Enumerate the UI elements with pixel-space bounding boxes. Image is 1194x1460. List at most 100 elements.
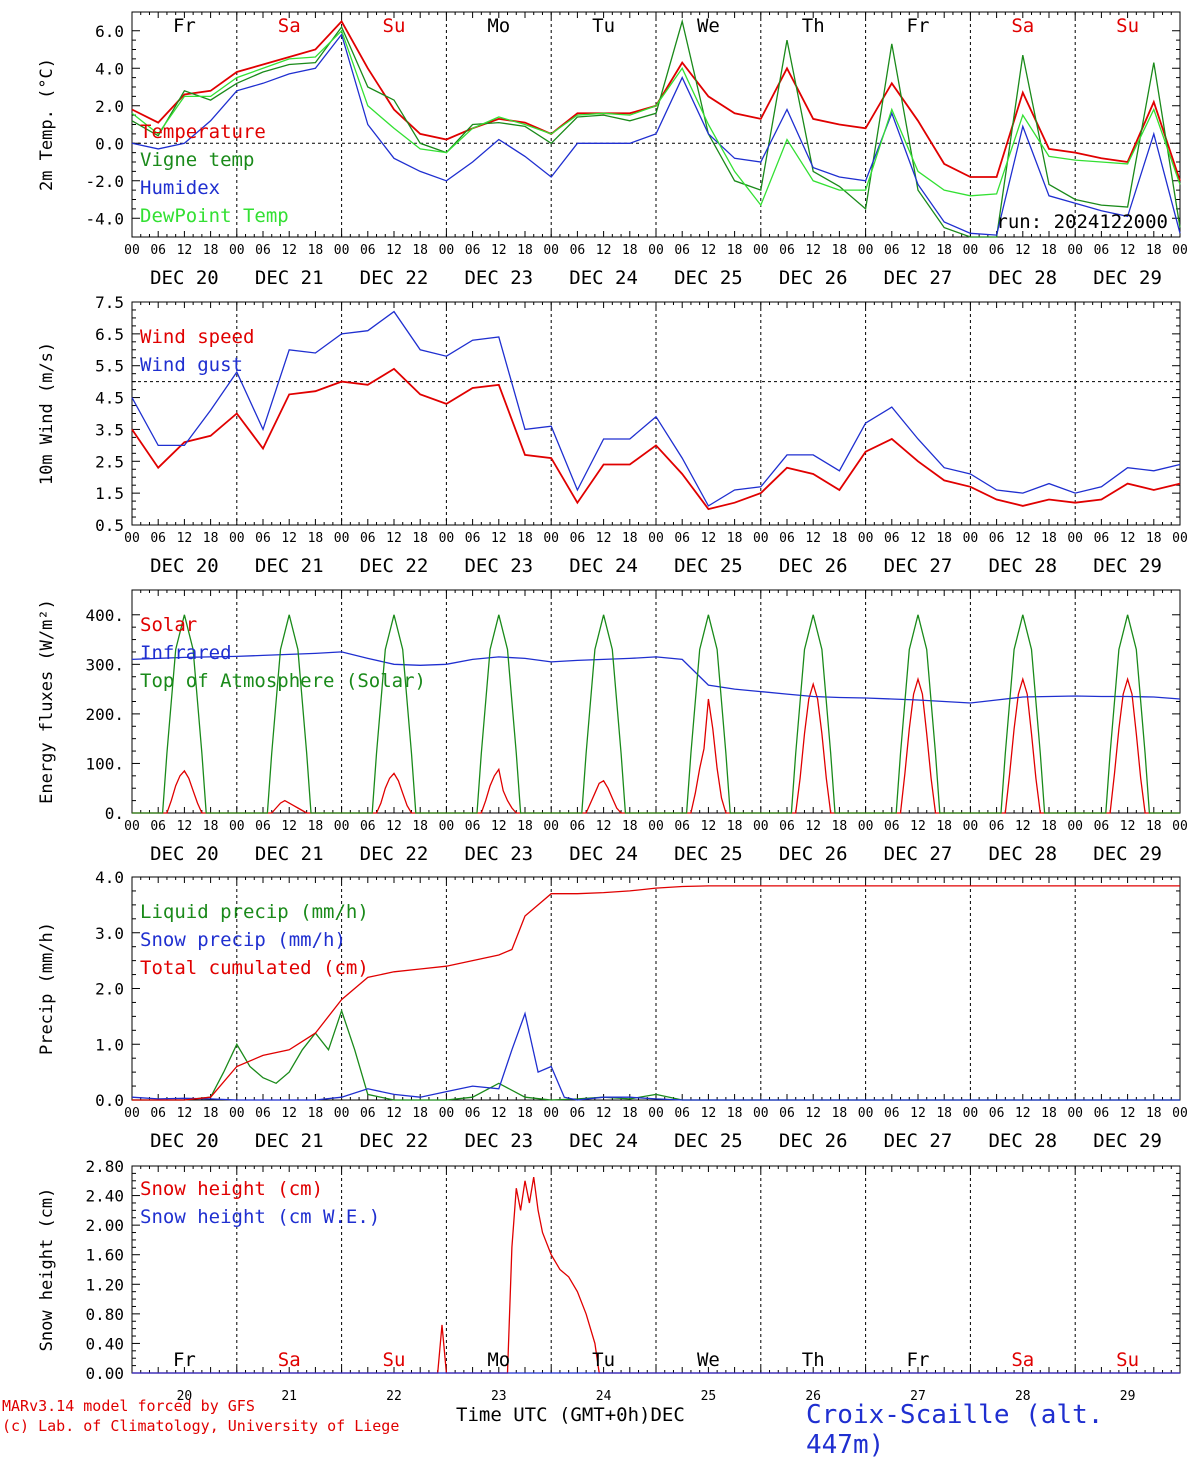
hour-tick-label: 06 <box>150 1106 166 1121</box>
day-number-label: 21 <box>281 1389 297 1404</box>
y-tick-label: 1.60 <box>85 1246 124 1265</box>
series-line-2 <box>131 310 1181 507</box>
hour-tick-label: 12 <box>1120 243 1136 258</box>
day-name-label: Sa <box>1011 1349 1034 1371</box>
date-label: DEC 21 <box>255 267 324 289</box>
date-label: DEC 24 <box>569 1130 638 1152</box>
hour-tick-label: 00 <box>1172 819 1188 834</box>
hour-tick-label: 06 <box>150 243 166 258</box>
day-name-label: Mo <box>487 1349 510 1371</box>
hour-tick-label: 06 <box>255 243 271 258</box>
hour-tick-label: 06 <box>884 819 900 834</box>
hour-tick-label: 12 <box>805 243 821 258</box>
date-label: DEC 20 <box>150 1130 219 1152</box>
y-tick-label: 0.80 <box>85 1305 124 1324</box>
hour-tick-label: 06 <box>570 819 586 834</box>
date-label: DEC 22 <box>360 1130 429 1152</box>
hour-tick-label: 06 <box>360 243 376 258</box>
series-line-1 <box>132 1008 1180 1101</box>
y-tick-label: 4.0 <box>95 59 124 78</box>
y-tick-label: 2.0 <box>95 980 124 999</box>
hour-tick-label: 18 <box>517 243 533 258</box>
hour-tick-label: 00 <box>124 531 140 546</box>
y-axis-label: Snow height (cm) <box>37 1188 57 1352</box>
hour-tick-label: 18 <box>727 531 743 546</box>
series-group <box>131 18 1181 238</box>
date-label: DEC 20 <box>150 843 219 865</box>
date-label: DEC 28 <box>988 555 1057 577</box>
hour-tick-label: 12 <box>281 531 297 546</box>
date-label: DEC 25 <box>674 843 743 865</box>
hour-tick-label: 00 <box>1067 1106 1083 1121</box>
series-group <box>131 885 1180 1101</box>
hour-tick-label: 06 <box>150 531 166 546</box>
y-tick-label: 0.0 <box>95 134 124 153</box>
hour-tick-label: 06 <box>674 531 690 546</box>
hour-tick-label: 00 <box>963 243 979 258</box>
hour-tick-label: 00 <box>648 531 664 546</box>
day-name-label: Fr <box>907 15 930 37</box>
hour-tick-label: 00 <box>753 1106 769 1121</box>
hour-tick-label: 12 <box>1120 819 1136 834</box>
hour-tick-label: 06 <box>674 243 690 258</box>
hour-tick-label: 06 <box>674 1106 690 1121</box>
hour-tick-label: 18 <box>412 1106 428 1121</box>
hour-tick-label: 12 <box>386 531 402 546</box>
legend-entry: Top of Atmosphere (Solar) <box>140 670 426 692</box>
hour-tick-label: 00 <box>543 243 559 258</box>
day-name-label: We <box>697 15 720 37</box>
day-number-label: 22 <box>386 1389 402 1404</box>
day-name-label: Th <box>802 15 825 37</box>
date-label: DEC 27 <box>884 1130 953 1152</box>
hour-tick-label: 12 <box>805 1106 821 1121</box>
legend-entry: Snow height (cm) <box>140 1178 323 1200</box>
hour-tick-label: 00 <box>229 531 245 546</box>
date-label: DEC 29 <box>1093 555 1162 577</box>
hour-tick-label: 00 <box>1172 1106 1188 1121</box>
y-tick-label: 0.40 <box>85 1334 124 1353</box>
series-line-2 <box>131 1011 1180 1101</box>
y-axis-label: 10m Wind (m/s) <box>37 342 57 485</box>
hour-tick-label: 18 <box>727 819 743 834</box>
series-line-3 <box>131 33 1181 236</box>
y-tick-label: 2.40 <box>85 1187 124 1206</box>
date-label: DEC 23 <box>464 1130 533 1152</box>
y-tick-label: 200. <box>85 705 124 724</box>
hour-tick-label: 12 <box>281 243 297 258</box>
hour-tick-label: 12 <box>701 531 717 546</box>
x-axis-month: DEC <box>650 1404 685 1426</box>
y-axis-label: 2m Temp. (°C) <box>37 58 57 191</box>
hour-tick-label: 18 <box>203 819 219 834</box>
day-name-label: Sa <box>1011 15 1034 37</box>
date-label: DEC 26 <box>779 843 848 865</box>
hour-tick-label: 06 <box>570 243 586 258</box>
hour-tick-label: 12 <box>805 531 821 546</box>
legend-entry: Vigne temp <box>140 149 254 171</box>
hour-tick-label: 12 <box>491 1106 507 1121</box>
hour-tick-label: 12 <box>596 819 612 834</box>
hour-tick-label: 00 <box>1172 531 1188 546</box>
y-tick-label: 2.0 <box>95 97 124 116</box>
hour-tick-label: 18 <box>203 1106 219 1121</box>
hour-tick-label: 12 <box>177 819 193 834</box>
day-number-label: 28 <box>1015 1389 1031 1404</box>
hour-tick-label: 06 <box>1094 243 1110 258</box>
hour-tick-label: 00 <box>229 1106 245 1121</box>
hour-tick-label: 00 <box>858 531 874 546</box>
hour-tick-label: 06 <box>255 819 271 834</box>
hour-tick-label: 18 <box>1146 531 1162 546</box>
y-tick-label: 1.0 <box>95 1035 124 1054</box>
hour-tick-label: 12 <box>177 1106 193 1121</box>
hour-tick-label: 00 <box>334 531 350 546</box>
panel-2: 0.5 1.5 2.5 3.5 4.5 5.5 6.5 7.5 10m Wind (m/s) Wi… <box>37 293 1188 577</box>
series-line-1 <box>131 367 1181 511</box>
hour-tick-label: 18 <box>412 531 428 546</box>
panel-1: -4.0 -2.0 0.0 2.0 4.0 6.0 2m Temp. (°C) Tempera… <box>37 11 1188 289</box>
hour-tick-label: 00 <box>439 531 455 546</box>
series-group <box>131 310 1181 511</box>
y-tick-label: -2.0 <box>85 172 124 191</box>
hour-tick-label: 18 <box>622 1106 638 1121</box>
station-label: Croix-Scaille (alt. 447m) <box>806 1400 1104 1460</box>
hour-tick-label: 18 <box>308 1106 324 1121</box>
